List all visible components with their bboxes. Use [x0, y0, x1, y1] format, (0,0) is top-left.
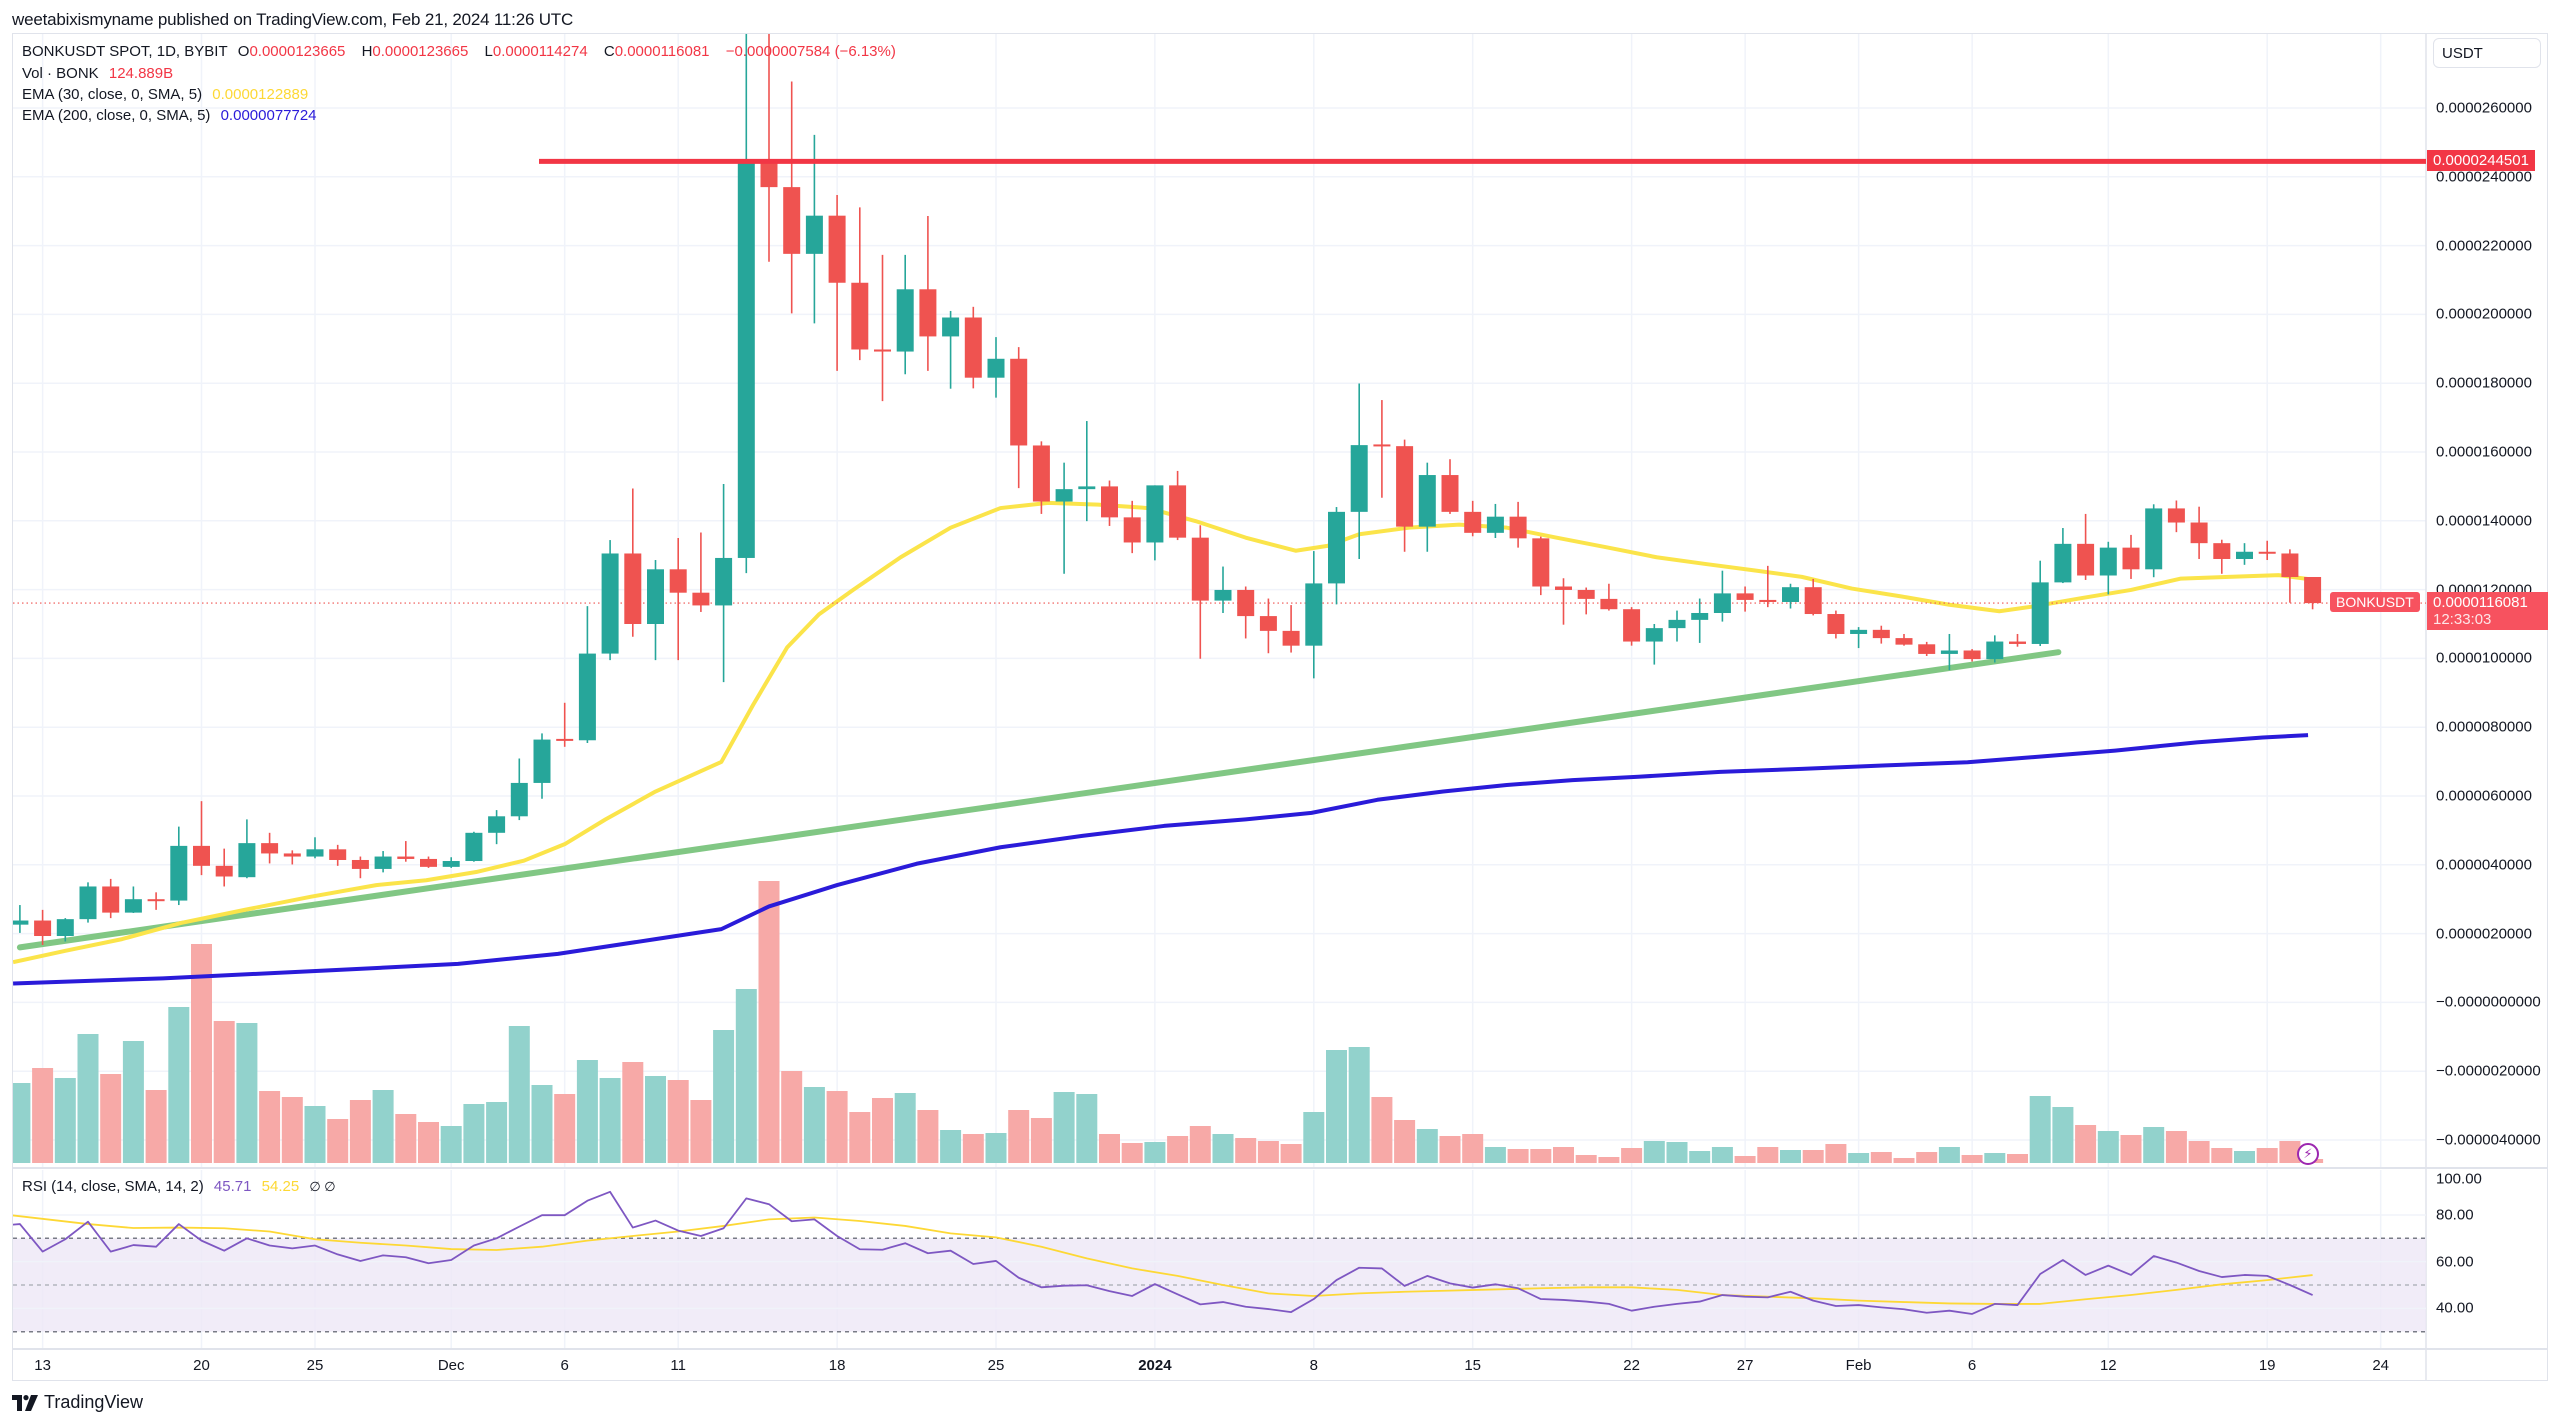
price-axis-label: 0.0000160000 — [2436, 443, 2532, 461]
price-axis-label: 0.0000020000 — [2436, 925, 2532, 943]
price-axis-label: 0.0000100000 — [2436, 649, 2532, 667]
time-axis-label: Feb — [1845, 1357, 1872, 1374]
high-label: H — [361, 43, 373, 60]
currency-selector[interactable]: USDT — [2433, 38, 2541, 68]
resistance-price-tag: 0.0000244501 — [2427, 150, 2535, 172]
chart-frame — [12, 33, 2548, 1381]
rsi-axis-label: 60.00 — [2436, 1253, 2474, 1271]
legend-symbol[interactable]: BONKUSDT SPOT, 1D, BYBIT — [22, 43, 228, 60]
legend-open: O0.0000123665 — [238, 43, 352, 60]
time-axis-label: 18 — [828, 1357, 846, 1374]
symbol-price-label: BONKUSDT — [2330, 592, 2420, 613]
time-axis-label: 25 — [306, 1357, 324, 1374]
last-price-tag: 0.0000116081 12:33:03 — [2427, 592, 2548, 631]
rsi-axis-label: 100.00 — [2436, 1170, 2482, 1188]
price-axis-label: 0.0000080000 — [2436, 718, 2532, 736]
legend-rsi: RSI (14, close, SMA, 14, 2) 45.71 54.25 … — [22, 1178, 342, 1195]
legend-ohlc: BONKUSDT SPOT, 1D, BYBIT O0.0000123665 H… — [22, 43, 902, 60]
price-axis-label: 0.0000040000 — [2436, 856, 2532, 874]
time-axis-label: 22 — [1623, 1357, 1640, 1374]
ema30-label[interactable]: EMA (30, close, 0, SMA, 5) — [22, 86, 203, 103]
snapshot-lightning-icon[interactable]: ⚡ — [2297, 1143, 2319, 1165]
time-axis-label: Dec — [437, 1357, 465, 1374]
legend-ema30: EMA (30, close, 0, SMA, 5) 0.0000122889 — [22, 86, 314, 103]
price-axis-label: 0.0000200000 — [2436, 305, 2532, 323]
time-axis-label: 2024 — [1138, 1357, 1172, 1374]
rsi-na-values: ∅ ∅ — [309, 1179, 336, 1194]
price-axis-label: 0.0000060000 — [2436, 787, 2532, 805]
time-axis-label: 19 — [2258, 1357, 2276, 1374]
open-value: 0.0000123665 — [249, 43, 346, 60]
time-axis-label: 12 — [2099, 1357, 2117, 1374]
time-axis-label: 25 — [987, 1357, 1005, 1374]
price-axis-label: 0.0000240000 — [2436, 168, 2532, 186]
close-label: C — [603, 43, 615, 60]
volume-label[interactable]: Vol · BONK — [22, 65, 99, 82]
legend-volume: Vol · BONK 124.889B — [22, 65, 179, 82]
price-axis-label: 0.0000180000 — [2436, 374, 2532, 392]
legend-ema200: EMA (200, close, 0, SMA, 5) 0.0000077724 — [22, 107, 323, 124]
publish-info: weetabixismyname published on TradingVie… — [12, 10, 574, 29]
price-axis-label: 0.0000220000 — [2436, 237, 2532, 255]
price-axis-label: −0.0000020000 — [2436, 1062, 2541, 1080]
brand-name: TradingView — [44, 1392, 144, 1412]
ema30-value: 0.0000122889 — [212, 86, 309, 103]
close-value: 0.0000116081 — [614, 43, 710, 60]
tradingview-logo[interactable]: TradingView — [12, 1392, 143, 1413]
time-axis-label: 6 — [1967, 1357, 1977, 1374]
rsi-axis-label: 80.00 — [2436, 1206, 2474, 1224]
time-axis-label: 27 — [1736, 1357, 1754, 1374]
legend-change: −0.0000007584 (−6.13%) — [725, 43, 896, 60]
time-axis-label: 13 — [34, 1357, 51, 1374]
time-axis-label: 6 — [560, 1357, 569, 1374]
price-axis-label: 0.0000140000 — [2436, 512, 2532, 530]
rsi-value: 45.71 — [213, 1178, 252, 1195]
last-price-value: 0.0000116081 — [2433, 594, 2528, 612]
ema200-label[interactable]: EMA (200, close, 0, SMA, 5) — [22, 107, 211, 124]
legend-close: C0.0000116081 — [604, 43, 716, 60]
rsi-axis-label: 40.00 — [2436, 1299, 2474, 1317]
legend-low: L0.0000114274 — [485, 43, 594, 60]
legend-high: H0.0000123665 — [362, 43, 475, 60]
time-axis-label: 8 — [1309, 1357, 1318, 1374]
price-axis-label: −0.0000040000 — [2436, 1131, 2541, 1149]
open-label: O — [237, 43, 250, 60]
price-axis-label: −0.0000000000 — [2436, 993, 2541, 1011]
price-axis-label: 0.0000260000 — [2436, 99, 2532, 117]
high-value: 0.0000123665 — [372, 43, 469, 60]
time-axis-label: 24 — [2372, 1357, 2390, 1374]
time-axis-label: 20 — [193, 1357, 210, 1374]
rsi-label[interactable]: RSI (14, close, SMA, 14, 2) — [22, 1178, 204, 1195]
ema200-value: 0.0000077724 — [220, 107, 317, 124]
time-axis-label: 15 — [1464, 1357, 1482, 1374]
low-label: L — [484, 43, 493, 60]
low-value: 0.0000114274 — [492, 43, 588, 60]
time-axis-label: 11 — [670, 1357, 686, 1374]
rsi-sma-value: 54.25 — [261, 1178, 300, 1195]
bar-countdown: 12:33:03 — [2433, 611, 2492, 629]
volume-value: 124.889B — [108, 65, 174, 82]
tradingview-mark-icon — [12, 1394, 38, 1411]
